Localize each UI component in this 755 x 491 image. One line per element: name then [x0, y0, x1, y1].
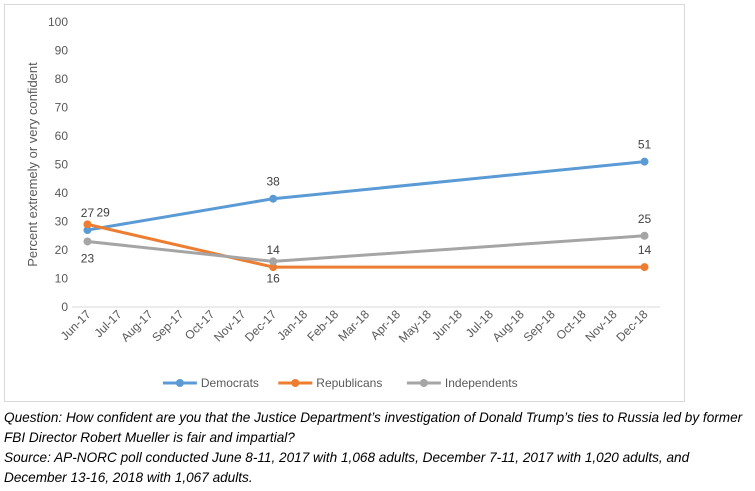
survey-source: Source: AP-NORC poll conducted June 8-11… — [4, 450, 690, 485]
legend-label: Republicans — [316, 376, 382, 390]
y-tick-label: 90 — [55, 44, 69, 58]
y-tick-label: 80 — [55, 72, 69, 86]
data-label: 27 — [81, 206, 95, 220]
data-label: 16 — [266, 271, 280, 285]
y-tick-label: 20 — [55, 243, 69, 257]
x-tick-label: Mar-18 — [335, 307, 372, 344]
series-line — [87, 234, 645, 263]
data-label: 14 — [266, 243, 280, 257]
legend-label: Democrats — [201, 376, 259, 390]
data-point — [640, 263, 649, 272]
x-tick-label: Dec-17 — [242, 307, 279, 344]
legend-label: Independents — [445, 376, 518, 390]
data-point — [269, 194, 278, 203]
chart-caption: Question: How confident are you that the… — [4, 408, 754, 488]
y-axis-title: Percent extremely or very confident — [25, 62, 40, 267]
x-tick-label: Jun-18 — [429, 307, 465, 343]
y-tick-label: 0 — [61, 300, 68, 314]
x-tick-label: Nov-17 — [211, 307, 248, 344]
data-label: 23 — [81, 251, 95, 265]
data-label: 29 — [96, 205, 110, 219]
data-point — [640, 231, 649, 240]
series-line — [87, 222, 645, 269]
data-label: 25 — [638, 212, 652, 226]
data-point — [83, 220, 92, 229]
x-tick-label: Aug-17 — [118, 307, 155, 344]
y-tick-label: 30 — [55, 215, 69, 229]
chart-area — [4, 4, 685, 402]
data-point — [269, 257, 278, 266]
legend-swatch-marker — [175, 379, 184, 387]
y-tick-label: 50 — [55, 158, 69, 172]
data-point — [640, 157, 649, 166]
line-chart: 0 10 20 30 40 50 60 70 80 90 100 Percent extremely … — [25, 15, 660, 390]
x-tick-label: May-18 — [396, 307, 434, 345]
data-point — [269, 263, 278, 272]
data-label: 14 — [638, 243, 652, 257]
x-tick-label: Aug-18 — [490, 307, 527, 344]
x-tick-label: Jan-18 — [274, 307, 310, 343]
y-tick-label: 100 — [48, 15, 68, 29]
series-line — [87, 160, 645, 232]
y-tick-label: 10 — [55, 272, 69, 286]
x-tick-label: Oct-17 — [182, 307, 218, 343]
y-tick-label: 70 — [55, 101, 69, 115]
x-tick-label: Nov-18 — [582, 307, 619, 344]
data-point — [83, 237, 92, 246]
y-tick-label: 60 — [55, 129, 69, 143]
x-tick-label: Sep-18 — [521, 307, 558, 344]
data-label: 38 — [266, 175, 280, 189]
x-tick-label: Dec-18 — [613, 307, 650, 344]
y-tick-label: 40 — [55, 186, 69, 200]
x-tick-label: Sep-17 — [149, 307, 186, 344]
data-label: 51 — [638, 138, 652, 152]
data-point — [83, 226, 92, 235]
legend-swatch-marker — [419, 379, 428, 387]
survey-question: Question: How confident are you that the… — [4, 410, 743, 445]
legend-swatch-marker — [291, 379, 300, 387]
x-tick-label: Oct-18 — [553, 307, 589, 343]
x-tick-label: Feb-18 — [304, 307, 341, 344]
